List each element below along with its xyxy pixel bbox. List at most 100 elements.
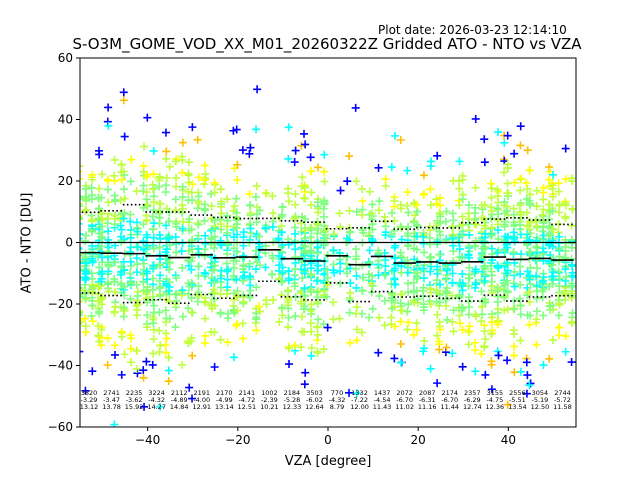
scatter-point	[313, 348, 322, 357]
scatter-point	[80, 322, 83, 325]
scatter-point	[301, 368, 310, 377]
scatter-point	[381, 262, 390, 271]
scatter-point	[142, 267, 151, 276]
bin-label-counts: 2112	[171, 389, 188, 397]
scatter-point	[178, 182, 187, 191]
scatter-point	[458, 175, 467, 184]
scatter-point	[149, 325, 158, 334]
scatter-point	[117, 370, 126, 379]
scatter-point	[403, 188, 412, 197]
scatter-point	[538, 210, 547, 219]
scatter-point	[448, 291, 457, 300]
scatter-point	[345, 152, 354, 161]
scatter-point	[194, 192, 203, 201]
scatter-point	[278, 311, 287, 320]
scatter-point	[358, 328, 367, 337]
scatter-point	[561, 286, 570, 295]
scatter-point	[133, 291, 142, 300]
scatter-point	[119, 257, 128, 266]
bin-label-stddevs: 10.21	[260, 403, 279, 411]
scatter-point	[164, 366, 173, 375]
bin-label-counts: 2170	[216, 389, 233, 397]
scatter-point	[307, 271, 316, 280]
scatter-point	[539, 361, 548, 370]
scatter-point	[155, 182, 164, 191]
scatter-point	[300, 260, 309, 269]
scatter-point	[471, 280, 480, 289]
scatter-point	[314, 220, 323, 229]
scatter-point	[140, 142, 149, 151]
scatter-point	[88, 287, 97, 296]
scatter-point	[165, 282, 174, 291]
scatter-point	[532, 186, 541, 195]
bin-label-counts: 2556	[509, 389, 526, 397]
scatter-point	[403, 307, 412, 316]
scatter-point	[111, 350, 120, 359]
scatter-point	[104, 103, 113, 112]
scatter-point	[277, 253, 286, 262]
scatter-point	[188, 123, 197, 132]
scatter-point	[523, 371, 532, 380]
scatter-point	[397, 268, 406, 277]
x-tick-label: 20	[411, 433, 426, 447]
x-tick-label: 40	[501, 433, 516, 447]
scatter-point	[110, 420, 119, 427]
scatter-point	[172, 173, 181, 182]
y-tick-label: −40	[48, 359, 73, 373]
scatter-point	[396, 317, 405, 326]
scatter-point	[481, 370, 490, 379]
scatter-point	[285, 360, 294, 369]
scatter-point	[156, 291, 165, 300]
scatter-point	[314, 315, 323, 324]
scatter-point	[80, 218, 83, 221]
scatter-point	[142, 188, 151, 197]
scatter-point	[413, 222, 422, 231]
scatter-point	[201, 269, 210, 278]
scatter-point	[216, 335, 225, 344]
scatter-point	[329, 246, 338, 255]
scatter-point	[117, 327, 126, 336]
scatter-point	[284, 184, 293, 193]
bin-label-counts: 3503	[306, 389, 323, 397]
scatter-point	[277, 278, 286, 287]
scatter-point	[368, 225, 377, 234]
scatter-point	[471, 114, 480, 123]
scatter-point	[435, 345, 444, 354]
scatter-point	[252, 182, 261, 191]
scatter-point	[503, 400, 512, 409]
scatter-point	[555, 299, 564, 308]
scatter-point	[162, 147, 171, 156]
scatter-point	[149, 233, 158, 242]
scatter-point	[232, 125, 241, 134]
scatter-point	[194, 271, 203, 280]
scatter-point	[381, 175, 390, 184]
scatter-point	[201, 231, 210, 240]
scatter-point	[390, 275, 399, 284]
scatter-point	[433, 331, 442, 340]
scatter-point	[216, 240, 225, 249]
scatter-point	[126, 217, 135, 226]
scatter-point	[178, 263, 187, 272]
bin-label-counts: 2087	[419, 389, 436, 397]
scatter-point	[456, 319, 465, 328]
scatter-point	[284, 313, 293, 322]
bin-label-stddevs: 13.78	[102, 403, 121, 411]
scatter-point	[155, 326, 164, 335]
scatter-point	[103, 175, 112, 184]
scatter-point	[80, 317, 84, 326]
scatter-point	[336, 259, 345, 268]
scatter-point	[539, 183, 548, 192]
scatter-point	[478, 302, 487, 311]
scatter-point	[239, 272, 248, 281]
bin-label-stddevs: 11.16	[418, 403, 437, 411]
scatter-point	[561, 347, 570, 356]
scatter-point	[403, 166, 412, 175]
scatter-point	[516, 310, 525, 319]
bin-label-means: -4.32	[329, 396, 346, 404]
scatter-point	[458, 269, 467, 278]
scatter-point	[142, 323, 151, 332]
scatter-point	[200, 251, 209, 260]
scatter-point	[493, 297, 502, 306]
scatter-point	[503, 131, 512, 140]
scatter-point	[352, 271, 361, 280]
